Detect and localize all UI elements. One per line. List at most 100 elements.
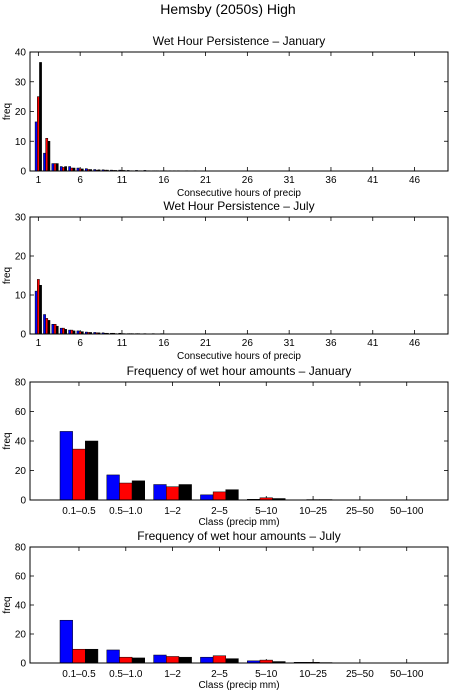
y-tick-label: 10 (15, 291, 27, 302)
bar (119, 482, 133, 501)
bar (68, 166, 71, 172)
bar (37, 279, 40, 335)
bar (45, 318, 49, 335)
bar (72, 648, 86, 664)
bar (225, 489, 239, 501)
y-tick-label: 30 (15, 213, 27, 224)
figure-title: Hemsby (2050s) High (160, 1, 296, 17)
x-tick-label: 25–50 (346, 669, 374, 680)
bar (62, 327, 65, 335)
bar (64, 166, 67, 172)
x-tick-label: 1–2 (164, 506, 181, 517)
bar (200, 656, 214, 664)
x-tick-label: 0.5–1.0 (109, 506, 143, 517)
x-tick-label: 2–5 (211, 506, 228, 517)
x-tick-label: 0.5–1.0 (109, 669, 143, 680)
bar (106, 649, 120, 664)
bar (85, 648, 99, 664)
x-tick-label: 1–2 (164, 669, 181, 680)
bar (212, 655, 227, 664)
bar (51, 324, 55, 335)
plot-frame (29, 381, 449, 501)
x-tick-label: 11 (117, 175, 128, 186)
bar (59, 619, 73, 664)
bar (153, 484, 167, 501)
y-tick-label: 0 (20, 167, 26, 178)
bar (225, 658, 239, 664)
x-tick-label: 1 (36, 338, 42, 349)
y-axis-label: freq (2, 432, 13, 449)
y-tick-label: 0 (20, 496, 26, 507)
bar (34, 121, 38, 172)
y-tick-label: 20 (15, 630, 27, 641)
x-axis-label: Class (precip mm) (198, 517, 279, 528)
x-tick-label: 50–100 (390, 506, 424, 517)
y-tick-label: 60 (15, 407, 27, 418)
y-axis-label: freq (2, 103, 13, 120)
x-tick-label: 36 (325, 338, 337, 349)
bar (59, 327, 63, 335)
y-axis-label: freq (2, 596, 13, 613)
x-tick-label: 10–25 (299, 669, 327, 680)
bar (39, 285, 42, 335)
bar (34, 290, 38, 335)
bar (131, 657, 146, 664)
x-tick-label: 46 (409, 175, 421, 186)
bar (72, 448, 86, 501)
bar (39, 62, 42, 172)
bar (55, 325, 59, 335)
chart-title: Frequency of wet hour amounts – July (137, 529, 340, 543)
chart-title: Wet Hour Persistence – July (163, 199, 314, 213)
bar (59, 166, 63, 172)
bar (178, 484, 192, 501)
plot-frame (29, 216, 449, 335)
x-tick-label: 2–5 (211, 669, 228, 680)
bar (106, 474, 120, 501)
bar (55, 163, 59, 172)
x-tick-label: 16 (158, 338, 170, 349)
bar (166, 656, 180, 664)
y-tick-label: 10 (15, 137, 27, 148)
bar (85, 440, 99, 501)
bar (153, 654, 167, 664)
x-tick-label: 36 (325, 175, 337, 186)
bar (51, 163, 55, 172)
bar (64, 329, 67, 335)
plot-frame (29, 546, 449, 664)
x-axis-label: Class (precip mm) (198, 680, 279, 691)
y-tick-label: 40 (15, 601, 27, 612)
bar (68, 329, 71, 335)
x-tick-label: 1 (36, 175, 42, 186)
y-tick-label: 20 (15, 252, 27, 263)
bar (62, 167, 65, 172)
x-tick-label: 31 (284, 338, 296, 349)
y-axis-label: freq (2, 267, 13, 284)
y-tick-label: 80 (15, 378, 27, 389)
y-tick-label: 0 (20, 330, 26, 341)
x-tick-label: 21 (200, 338, 212, 349)
y-tick-label: 20 (15, 107, 27, 118)
x-tick-label: 16 (158, 175, 170, 186)
y-tick-label: 40 (15, 48, 27, 59)
chart-title: Wet Hour Persistence – January (153, 34, 326, 48)
x-tick-label: 31 (284, 175, 296, 186)
plot-frame (29, 51, 449, 172)
x-tick-label: 26 (242, 175, 254, 186)
y-tick-label: 40 (15, 437, 27, 448)
y-tick-label: 0 (20, 659, 26, 670)
y-tick-label: 60 (15, 572, 27, 583)
x-tick-label: 0.1–0.5 (62, 506, 96, 517)
x-tick-label: 41 (367, 338, 379, 349)
bar (59, 431, 73, 501)
x-tick-label: 26 (242, 338, 254, 349)
bar (37, 96, 40, 172)
bar (53, 163, 57, 172)
x-tick-label: 50–100 (390, 669, 424, 680)
x-tick-label: 21 (200, 175, 212, 186)
y-tick-label: 20 (15, 466, 27, 477)
bar (47, 320, 51, 335)
x-axis-label: Consecutive hours of precip (177, 351, 301, 362)
bar (200, 494, 214, 501)
x-tick-label: 5–10 (255, 669, 278, 680)
